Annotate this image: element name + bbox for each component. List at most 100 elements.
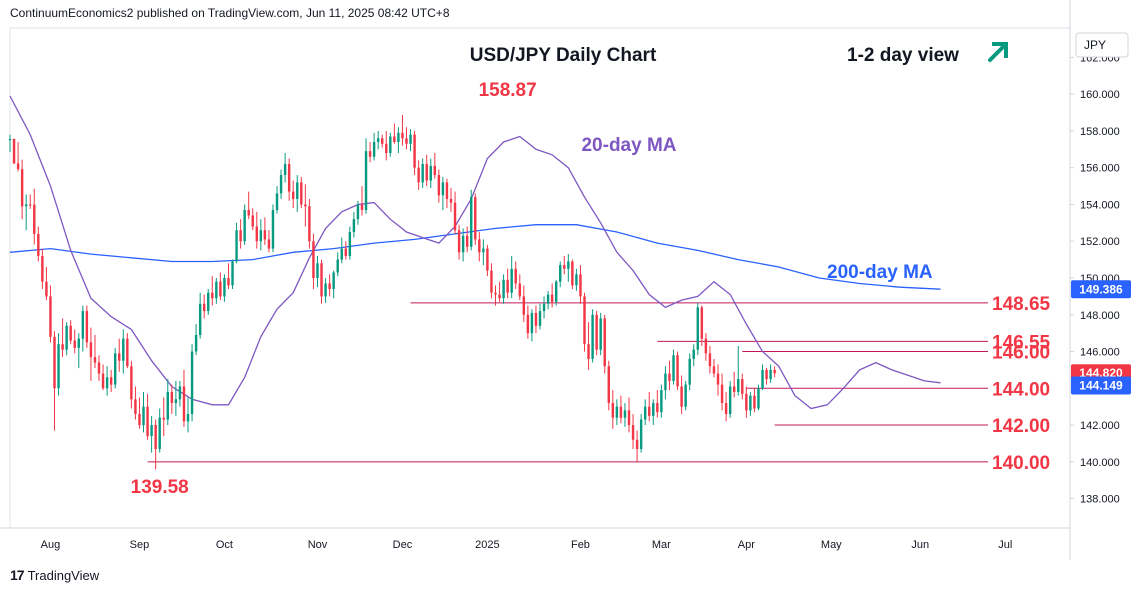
candle: [53, 331, 56, 431]
candle: [219, 272, 222, 301]
candle: [109, 369, 113, 392]
candle-body: [664, 373, 667, 391]
candle-body: [749, 395, 752, 411]
candle-body: [502, 279, 505, 299]
candle: [16, 141, 20, 172]
candle: [29, 194, 32, 209]
candle: [583, 292, 586, 352]
candle-body: [712, 366, 716, 374]
candle: [518, 274, 521, 301]
candle-body: [554, 281, 558, 302]
attribution-text: ContinuumEconomics2 published on Trading…: [10, 6, 450, 20]
candle: [178, 380, 182, 407]
candle: [680, 375, 683, 415]
candle-body: [267, 239, 271, 249]
candle: [514, 261, 517, 290]
candle-body: [385, 143, 388, 153]
candle: [300, 176, 303, 209]
candle-body: [320, 263, 323, 297]
candle-body: [441, 182, 445, 196]
candle: [688, 353, 691, 391]
candle: [235, 222, 238, 264]
candle: [243, 204, 246, 245]
level-label: 148.65: [992, 294, 1051, 315]
candle-body: [417, 167, 420, 183]
candle-body: [328, 283, 331, 290]
candle-body: [660, 390, 663, 413]
x-tick-label: May: [821, 539, 842, 551]
candle: [757, 384, 760, 411]
candle-body: [668, 373, 671, 381]
candle: [676, 351, 679, 391]
candle-body: [57, 344, 60, 389]
level-label: 140.00: [992, 453, 1050, 474]
candle-body: [518, 283, 521, 297]
candle: [648, 391, 651, 422]
candle-body: [514, 268, 517, 284]
candle-body: [550, 294, 554, 302]
candle: [81, 305, 85, 352]
candle: [287, 158, 291, 201]
candle-body: [101, 373, 105, 389]
tradingview-footer[interactable]: 17 TradingView: [10, 567, 99, 583]
candle-body: [429, 165, 432, 181]
x-tick-label: Apr: [738, 539, 755, 551]
candle: [126, 333, 129, 369]
candle-body: [546, 294, 550, 304]
candle: [227, 263, 230, 290]
candle-body: [202, 303, 206, 312]
candle: [202, 294, 206, 319]
candle: [405, 127, 408, 150]
candle: [247, 191, 250, 220]
price-badge-bg: [1071, 280, 1131, 299]
candle-body: [271, 209, 275, 249]
candle: [453, 191, 457, 234]
candle: [603, 314, 606, 374]
candle-body: [89, 342, 93, 358]
candle-body: [494, 292, 497, 295]
candle: [336, 252, 339, 277]
candle: [45, 266, 48, 301]
candle-body: [413, 134, 416, 168]
candle: [615, 399, 619, 426]
candle: [470, 189, 473, 251]
candle-body: [158, 417, 161, 449]
candle: [652, 399, 655, 426]
candle: [105, 366, 109, 396]
candle: [486, 244, 489, 277]
candle-body: [688, 358, 691, 385]
candle: [664, 366, 667, 400]
candle: [134, 386, 137, 420]
y-tick-label: 138.000: [1080, 494, 1120, 506]
candle: [498, 281, 501, 302]
candle-body: [757, 388, 760, 409]
candle: [656, 390, 659, 418]
candle-body: [12, 139, 16, 164]
candle: [482, 239, 485, 266]
candle: [720, 373, 724, 411]
candle: [364, 138, 368, 214]
candle-body: [401, 132, 404, 139]
candle-body: [449, 198, 453, 203]
candle: [611, 390, 615, 429]
candle-body: [8, 139, 12, 141]
candle-body: [490, 270, 493, 293]
x-tick-label: Nov: [308, 539, 328, 551]
x-tick-label: Dec: [393, 539, 413, 551]
candle-body: [190, 351, 194, 415]
candle-body: [296, 182, 299, 199]
candle: [65, 322, 68, 356]
candle: [348, 226, 352, 260]
candle: [522, 285, 526, 323]
candle-body: [174, 399, 178, 403]
candle: [753, 388, 756, 413]
candle: [198, 292, 202, 339]
candle: [696, 302, 699, 356]
candle: [449, 187, 453, 212]
candle: [421, 158, 424, 188]
candle: [631, 414, 635, 449]
candle-body: [704, 338, 708, 354]
candle-body: [405, 138, 408, 144]
candle: [595, 311, 598, 356]
